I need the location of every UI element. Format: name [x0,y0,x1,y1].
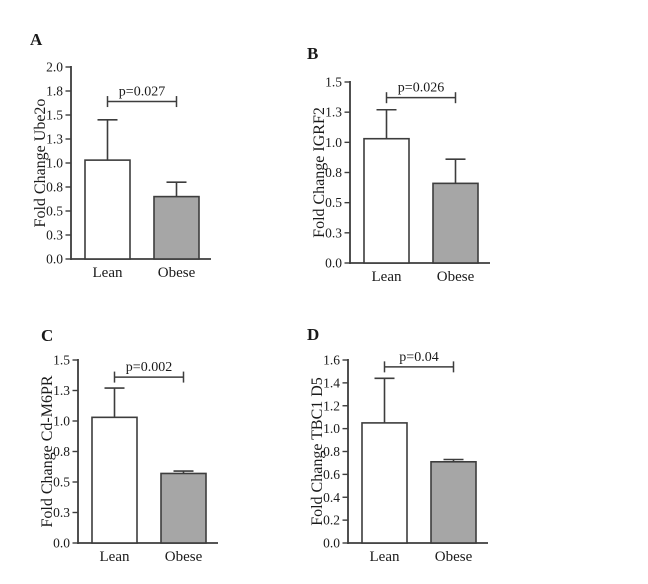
y-tick-label: 1.5 [325,75,342,90]
error-bars [374,377,464,462]
panel-b: B Fold Change IGRF2 0.0 0.3 0.5 0.8 1.0 1.3 1.… [307,44,490,285]
y-tick-label: 0.8 [46,180,63,195]
bar-lean [363,137,410,264]
axes: 0.0 0.3 0.5 0.8 1.0 1.3 1.5 1.8 2.0 [46,60,211,267]
y-axis-title: Fold Change IGRF2 [311,107,328,238]
y-tick-label: 0.2 [323,513,340,528]
error-bars [97,119,187,197]
y-tick-label: 0.0 [323,536,340,551]
panel-letter: D [307,325,319,344]
panel-letter: A [30,30,43,49]
bar-obese [430,460,477,544]
y-tick-label: 1.3 [46,132,63,147]
panel-letter: C [41,326,53,345]
bars [363,137,479,264]
y-axis-title: Fold Change TBC1 D5 [309,377,326,526]
y-tick-label: 0.5 [46,204,63,219]
y-tick-label: 1.5 [53,353,70,368]
category-label-obese: Obese [158,265,196,281]
category-label-lean: Lean [372,269,402,285]
y-tick-label: 0.3 [53,505,70,520]
p-value-label: p=0.027 [119,85,165,100]
bars [361,422,477,544]
y-tick-label: 0.3 [325,225,342,240]
y-tick-label: 2.0 [46,60,63,75]
error-bars [376,108,466,184]
panel-a: A Fold Change Ube2o 0.0 0.3 0.5 0.8 1.0 1.3 1.… [30,30,211,281]
axes: 0.0 0.3 0.5 0.8 1.0 1.3 1.5 [53,353,218,551]
category-label-lean: Lean [100,549,130,565]
y-tick-label: 0.0 [325,256,342,271]
y-tick-label: 1.0 [46,156,63,171]
y-tick-label: 1.5 [46,108,63,123]
y-tick-label: 0.8 [323,444,340,459]
y-tick-label: 0.6 [323,467,340,482]
y-tick-label: 0.4 [323,490,340,505]
bar-lean [84,159,131,260]
category-label-obese: Obese [165,549,203,565]
error-bars [104,387,194,474]
significance-bracket [113,371,185,383]
panel-c: C Fold Change Cd-M6PR 0.0 0.3 0.5 0.8 1.0 1.3… [39,326,218,565]
axes: 0.0 0.3 0.5 0.8 1.0 1.3 1.5 [325,75,490,271]
y-tick-label: 1.0 [323,421,340,436]
y-axis-title: Fold Change Ube2o [32,99,49,228]
p-value-label: p=0.002 [126,360,172,375]
y-tick-label: 0.0 [53,536,70,551]
bar-lean [91,416,138,544]
y-tick-label: 1.3 [325,105,342,120]
y-tick-label: 0.8 [53,444,70,459]
category-labels: Lean Obese [372,269,475,285]
bars [91,416,207,544]
p-value-label: p=0.04 [399,350,438,365]
category-label-obese: Obese [435,549,473,565]
y-tick-label: 1.4 [323,375,340,390]
bar-obese [432,182,479,264]
panel-letter: B [307,44,318,63]
bar-obese [153,195,200,260]
significance-bracket [385,92,457,104]
significance-bracket [106,96,178,108]
y-tick-label: 0.3 [46,228,63,243]
bar-lean [361,422,408,544]
y-tick-label: 1.6 [323,353,340,368]
y-tick-label: 1.8 [46,84,63,99]
category-label-lean: Lean [370,549,400,565]
significance-bracket [383,361,455,373]
bar-obese [160,472,207,544]
p-value-label: p=0.026 [398,81,444,96]
category-labels: Lean Obese [100,549,203,565]
category-label-obese: Obese [437,269,475,285]
y-tick-label: 1.0 [325,135,342,150]
panel-d: D Fold Change TBC1 D5 0.0 0.2 0.4 0.6 0.8 1.0… [307,325,488,565]
category-label-lean: Lean [93,265,123,281]
bars [84,159,200,260]
y-axis-title: Fold Change Cd-M6PR [39,375,56,527]
category-labels: Lean Obese [370,549,473,565]
y-tick-label: 1.3 [53,383,70,398]
y-tick-label: 0.5 [53,475,70,490]
category-labels: Lean Obese [93,265,196,281]
y-tick-label: 0.0 [46,252,63,267]
y-tick-label: 1.0 [53,414,70,429]
y-tick-label: 0.5 [325,195,342,210]
y-tick-label: 0.8 [325,165,342,180]
y-tick-label: 1.2 [323,398,340,413]
